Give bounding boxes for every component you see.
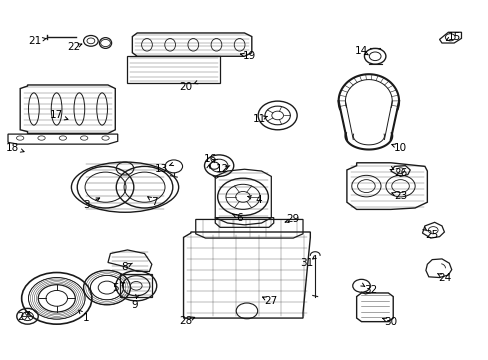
Text: 21: 21 [28, 36, 41, 46]
Text: 24: 24 [437, 273, 450, 283]
Text: 30: 30 [384, 317, 397, 327]
Text: 7: 7 [151, 197, 157, 207]
Text: 12: 12 [216, 164, 229, 174]
Text: 25: 25 [425, 230, 438, 239]
Text: 3: 3 [82, 200, 89, 210]
Text: 1: 1 [82, 313, 89, 323]
Text: 18: 18 [6, 143, 20, 153]
Text: 14: 14 [354, 46, 367, 56]
Text: 9: 9 [131, 300, 138, 310]
Text: 17: 17 [50, 111, 63, 121]
Text: 31: 31 [300, 258, 313, 268]
Text: 10: 10 [393, 143, 407, 153]
Text: 20: 20 [179, 82, 192, 92]
Text: 13: 13 [155, 163, 168, 174]
Text: 27: 27 [264, 296, 277, 306]
Text: 23: 23 [393, 191, 407, 201]
Text: 22: 22 [67, 42, 81, 52]
Text: 2: 2 [17, 312, 23, 322]
Text: 8: 8 [122, 262, 128, 272]
Text: 5: 5 [112, 283, 119, 293]
Text: 4: 4 [255, 195, 262, 205]
Text: 6: 6 [236, 213, 243, 222]
Text: 11: 11 [252, 114, 265, 124]
Text: 19: 19 [242, 51, 256, 61]
Text: 15: 15 [447, 32, 460, 41]
Text: 26: 26 [393, 168, 407, 178]
Text: 32: 32 [364, 285, 377, 296]
Text: 28: 28 [179, 316, 192, 325]
Text: 29: 29 [286, 215, 299, 224]
Text: 16: 16 [203, 154, 217, 164]
